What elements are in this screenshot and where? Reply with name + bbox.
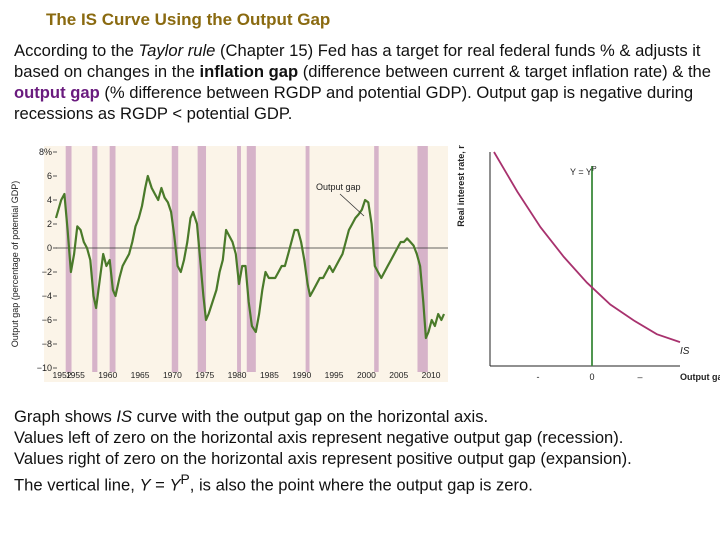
- y-tick-label: 6: [47, 171, 52, 181]
- intro-text-1: According to the: [14, 41, 139, 60]
- recession-bands: [65, 146, 428, 372]
- output-gap-series-line: [54, 174, 446, 340]
- recession-band-8: [305, 146, 310, 372]
- y-tick-label: 4: [47, 195, 52, 205]
- x-tick-positive: –: [637, 372, 642, 382]
- recession-band-3: [109, 146, 116, 372]
- x-tick-label: 1970: [163, 370, 182, 380]
- y-tick-label: 0: [47, 243, 52, 253]
- recession-band-10: [417, 146, 428, 372]
- y-tick-label: −2: [42, 267, 52, 277]
- y-tick-label: −10: [37, 363, 52, 373]
- y-tick-label: 2: [47, 219, 52, 229]
- x-tick-label: 1985: [260, 370, 279, 380]
- x-tick-label: 2000: [357, 370, 376, 380]
- output-gap-annotation: Output gap: [316, 182, 361, 192]
- y-tick-label: −4: [42, 291, 52, 301]
- x-tick-label: 1965: [131, 370, 150, 380]
- recession-band-1: [65, 146, 72, 372]
- x-tick-label: 1975: [195, 370, 214, 380]
- x-tick-label: 1980: [228, 370, 247, 380]
- caption-paragraph: Graph shows IS curve with the output gap…: [14, 406, 714, 496]
- recession-band-7: [246, 146, 256, 372]
- x-tick-label: 1952: [53, 370, 72, 380]
- y-tick-label: −8: [42, 339, 52, 349]
- x-axis-label: Output gap, Y: [680, 372, 720, 382]
- y-axis-label: Output gap (percentage of potential GDP): [10, 181, 20, 348]
- recession-band-2: [92, 146, 98, 372]
- taylor-rule-term: Taylor rule: [138, 41, 216, 60]
- is-curve-label: IS: [680, 346, 690, 357]
- slide-title: The IS Curve Using the Output Gap: [46, 10, 331, 29]
- intro-text-3: (difference between current & target inf…: [298, 62, 712, 81]
- x-tick-label: 1990: [292, 370, 311, 380]
- x-tick-zero: 0: [589, 372, 594, 382]
- y-axis-label: Real interest rate, r: [456, 145, 466, 227]
- recession-band-5: [197, 146, 207, 372]
- x-tick-label: 1995: [325, 370, 344, 380]
- caption-line-3: Values right of zero on the horizontal a…: [14, 449, 632, 468]
- x-tick-label: 1960: [98, 370, 117, 380]
- potential-output-label: Y = YP: [570, 166, 597, 177]
- plot-panel: [44, 146, 448, 382]
- is-curve: [493, 151, 681, 343]
- caption-line-2: Values left of zero on the horizontal ax…: [14, 428, 624, 447]
- x-tick-label: 2010: [422, 370, 441, 380]
- caption-line-4: The vertical line, Y = YP, is also the p…: [14, 471, 533, 495]
- is-curve-chart: Real interest rate, r Y = YP IS - 0 – Ou…: [456, 145, 720, 382]
- intro-text-4: (% difference between RGDP and potential…: [14, 83, 694, 123]
- x-tick-negative: -: [537, 372, 540, 382]
- intro-paragraph: According to the Taylor rule (Chapter 15…: [14, 40, 714, 124]
- recession-band-6: [237, 146, 241, 372]
- intro-text-2: (Chapter 15) Fed has a target for real f…: [14, 41, 701, 81]
- recession-band-4: [171, 146, 179, 372]
- y-tick-label: −6: [42, 315, 52, 325]
- y-axis-ticks: 8% 6 4 2 0 −2 −4 −6 −8 −10: [37, 147, 57, 373]
- annotation-pointer: [339, 193, 365, 217]
- y-tick-label: 8%: [39, 147, 52, 157]
- inflation-gap-term: inflation gap: [199, 62, 299, 81]
- recession-band-9: [374, 146, 379, 372]
- caption-line-1: Graph shows IS curve with the output gap…: [14, 407, 489, 426]
- x-tick-label: 1955: [66, 370, 85, 380]
- x-tick-label: 2005: [389, 370, 408, 380]
- output-gap-term: output gap: [14, 83, 100, 102]
